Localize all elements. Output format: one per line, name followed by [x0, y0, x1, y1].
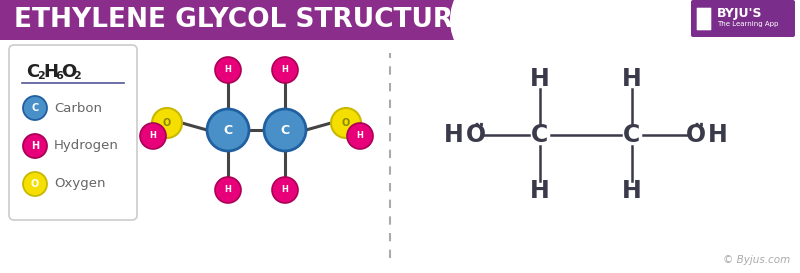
- Text: O: O: [163, 118, 171, 128]
- Text: H: H: [622, 67, 642, 91]
- Text: Oxygen: Oxygen: [54, 177, 106, 191]
- Text: Carbon: Carbon: [54, 102, 102, 114]
- Text: H: H: [530, 67, 550, 91]
- Text: C: C: [31, 103, 38, 113]
- FancyBboxPatch shape: [9, 45, 137, 220]
- Text: H: H: [444, 123, 464, 147]
- Text: H: H: [31, 141, 39, 151]
- Text: H: H: [530, 179, 550, 203]
- FancyBboxPatch shape: [0, 40, 800, 273]
- Text: C: C: [223, 123, 233, 136]
- Text: © Byjus.com: © Byjus.com: [722, 255, 790, 265]
- Circle shape: [23, 134, 47, 158]
- Circle shape: [272, 177, 298, 203]
- Text: O: O: [342, 118, 350, 128]
- Text: BYJU'S: BYJU'S: [717, 7, 762, 19]
- FancyBboxPatch shape: [696, 7, 712, 31]
- Text: H: H: [150, 132, 157, 141]
- Text: H: H: [225, 66, 231, 75]
- FancyBboxPatch shape: [481, 0, 800, 45]
- Text: H: H: [708, 123, 728, 147]
- Circle shape: [140, 123, 166, 149]
- Text: The Learning App: The Learning App: [717, 21, 778, 27]
- Text: C: C: [623, 123, 641, 147]
- Text: 6: 6: [55, 71, 63, 81]
- Text: H: H: [43, 63, 58, 81]
- Circle shape: [347, 123, 373, 149]
- Text: Ö: Ö: [686, 123, 706, 147]
- Text: H: H: [282, 66, 289, 75]
- Circle shape: [331, 108, 361, 138]
- Text: 2: 2: [73, 71, 81, 81]
- FancyBboxPatch shape: [691, 0, 795, 37]
- Circle shape: [272, 57, 298, 83]
- Circle shape: [23, 96, 47, 120]
- Text: Ö: Ö: [466, 123, 486, 147]
- Text: ETHYLENE GLYCOL STRUCTURE: ETHYLENE GLYCOL STRUCTURE: [14, 7, 471, 33]
- Ellipse shape: [450, 0, 510, 60]
- FancyBboxPatch shape: [0, 0, 800, 40]
- Circle shape: [215, 57, 241, 83]
- Text: Hydrogen: Hydrogen: [54, 140, 119, 153]
- Text: H: H: [282, 185, 289, 194]
- Text: C: C: [26, 63, 39, 81]
- Circle shape: [23, 172, 47, 196]
- Circle shape: [215, 177, 241, 203]
- Text: 2: 2: [37, 71, 45, 81]
- Text: O: O: [31, 179, 39, 189]
- Text: C: C: [531, 123, 549, 147]
- Text: H: H: [622, 179, 642, 203]
- Text: C: C: [281, 123, 290, 136]
- Circle shape: [264, 109, 306, 151]
- Text: H: H: [357, 132, 363, 141]
- Circle shape: [207, 109, 249, 151]
- Text: O: O: [61, 63, 76, 81]
- Circle shape: [152, 108, 182, 138]
- Text: H: H: [225, 185, 231, 194]
